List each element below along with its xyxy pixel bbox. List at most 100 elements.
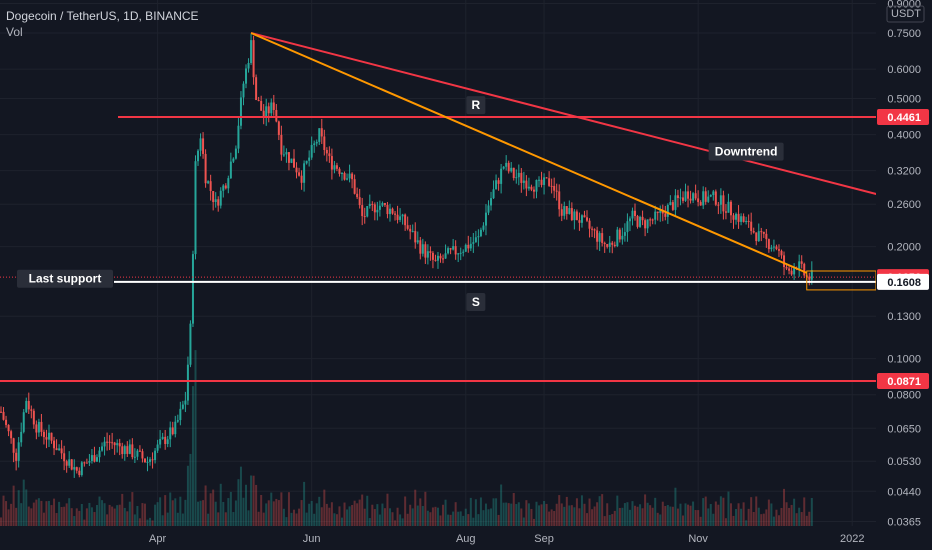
volume-bar [267, 500, 270, 526]
volume-bar [83, 519, 86, 526]
candle-body [702, 191, 705, 206]
candle-body [570, 208, 573, 221]
volume-bar [368, 518, 371, 526]
candle-body [803, 263, 806, 276]
candle-body [207, 181, 210, 184]
candle-body [298, 172, 301, 176]
volume-bar [505, 502, 508, 526]
y-tick-label: 0.6000 [887, 64, 921, 76]
annotation: Last support [17, 269, 113, 288]
volume-bar [431, 507, 434, 526]
volume-bar [381, 503, 384, 526]
annotation-bg [17, 269, 113, 288]
candle-body [793, 268, 796, 275]
volume-bar [126, 511, 129, 526]
candle-body [462, 251, 465, 253]
volume-bar [209, 493, 212, 526]
volume-bar [482, 510, 485, 526]
annotation-bg [708, 142, 784, 161]
volume-bar [103, 503, 106, 526]
volume-bar [601, 494, 604, 526]
volume-bar [520, 508, 523, 526]
volume-bar [502, 502, 505, 526]
candle-body [538, 179, 541, 181]
candle-body [421, 244, 424, 254]
candle-body [454, 246, 457, 255]
volume-bar [714, 501, 717, 526]
candle-body [444, 253, 447, 259]
candle-body [214, 199, 217, 203]
candle-body [770, 247, 773, 250]
volume-bar [580, 495, 583, 526]
candle-body [666, 205, 669, 217]
candle-body [409, 228, 412, 232]
volume-bar [459, 511, 462, 526]
price-label-bg [877, 273, 929, 290]
candle-body [217, 199, 220, 206]
volume-bar [636, 506, 639, 526]
volume-bar [169, 492, 172, 526]
volume-bar [439, 515, 442, 526]
volume-bar [53, 498, 56, 526]
candle-body [149, 459, 152, 462]
volume-bar [479, 497, 482, 526]
candle-body [106, 441, 109, 443]
candle-body [439, 255, 442, 259]
candle-body [351, 173, 354, 180]
candle-body [111, 442, 114, 444]
candle-body [2, 411, 5, 420]
volume-bar [245, 484, 248, 526]
candle-body [328, 153, 331, 157]
volume-bar [671, 506, 674, 526]
volume-bar [729, 503, 732, 526]
candle-body [598, 233, 601, 242]
candle-body [404, 214, 407, 226]
annotation-label: S [472, 295, 480, 309]
candle-body [53, 440, 56, 449]
candle-body [543, 177, 546, 185]
candle-body [714, 191, 717, 205]
trend-line [250, 32, 808, 274]
candle-body [694, 193, 697, 199]
volume-bar [295, 513, 298, 526]
candles [0, 33, 813, 478]
volume-bar [793, 498, 796, 526]
volume-bar [25, 489, 28, 526]
candle-body [136, 450, 139, 457]
volume-bar [290, 512, 293, 526]
volume-bar [732, 515, 735, 526]
volume-bar [777, 515, 780, 526]
x-tick-label: Sep [534, 533, 554, 545]
volume-bar [388, 508, 391, 526]
candle-body [27, 400, 30, 410]
volume-bar [128, 501, 131, 526]
volume-bar [515, 504, 518, 526]
volume-bar [356, 503, 359, 526]
volume-bar [775, 509, 778, 526]
volume-bar [330, 502, 333, 526]
candle-body [55, 448, 58, 451]
y-tick-label: 0.0365 [887, 517, 921, 529]
volume-bar [186, 465, 189, 526]
price-label: 0.1608 [887, 277, 921, 289]
volume-bar [724, 518, 727, 526]
volume-bar [740, 508, 743, 526]
y-tick-label: 0.9000 [887, 0, 921, 11]
volume-bar [735, 508, 738, 526]
volume-bar [687, 504, 690, 526]
volume-bar [689, 505, 692, 526]
volume-bar [626, 502, 629, 526]
volume-bar [681, 515, 684, 526]
volume-bar [623, 503, 626, 526]
candle-body [419, 240, 422, 254]
candle-body [522, 180, 525, 183]
candle-body [747, 220, 750, 222]
candle-body [490, 198, 493, 206]
candle-body [659, 210, 662, 213]
candle-body [757, 231, 760, 242]
volume-bar [257, 511, 260, 526]
x-tick-label: Jun [303, 533, 321, 545]
candle-body [530, 186, 533, 190]
candle-body [732, 215, 735, 220]
